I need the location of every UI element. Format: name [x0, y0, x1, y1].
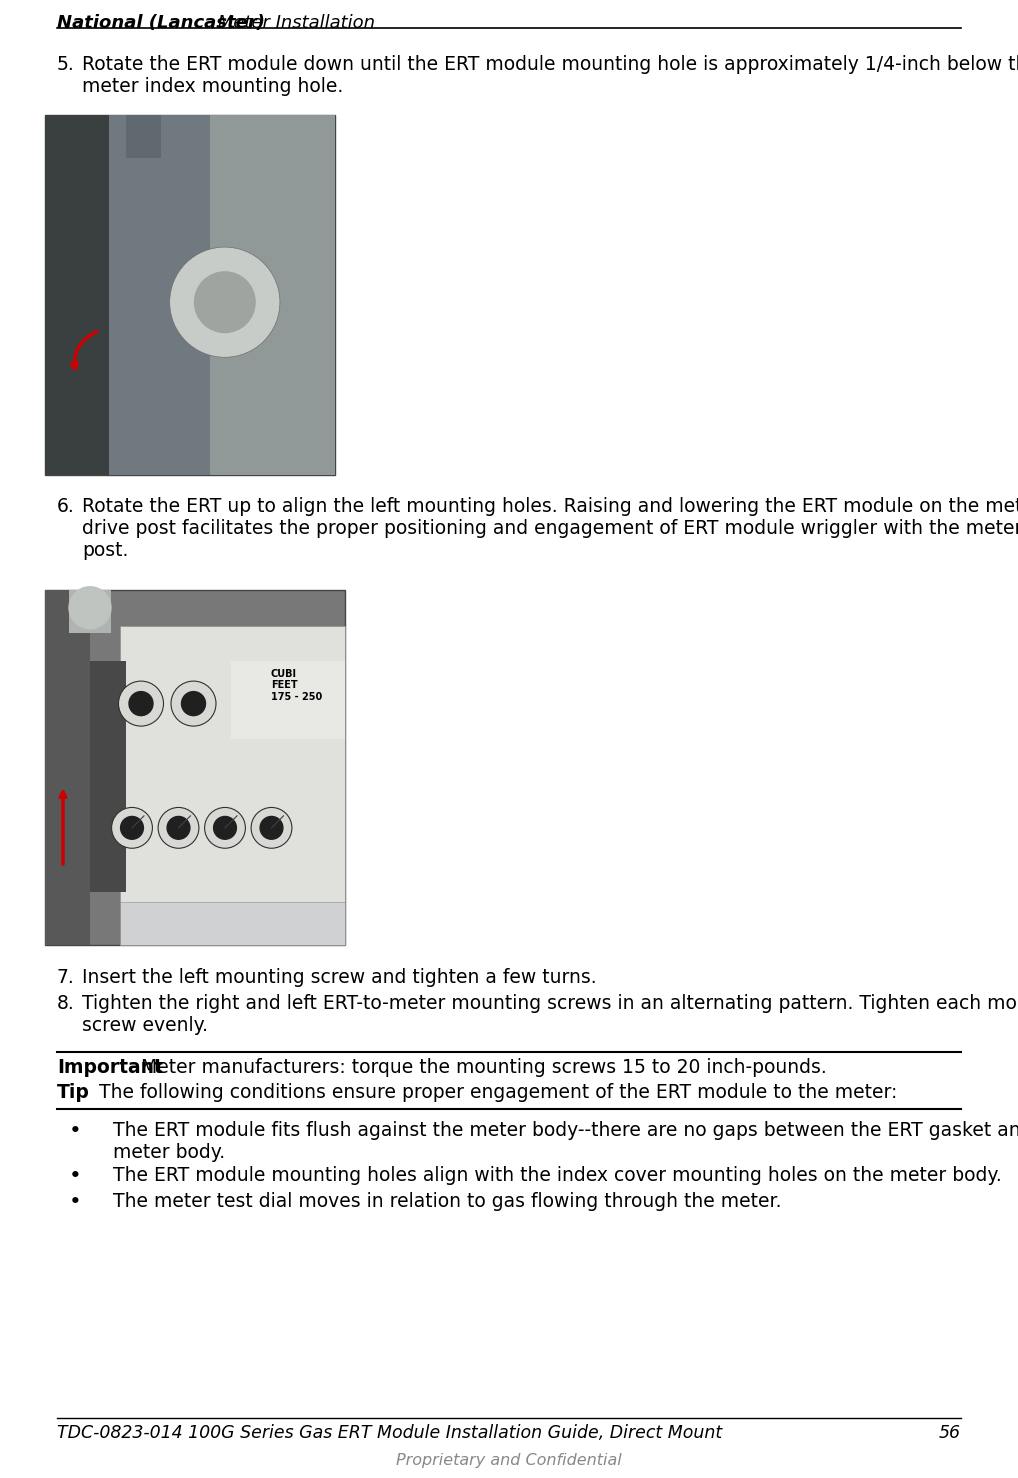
Circle shape: [118, 681, 164, 726]
Text: The ERT module mounting holes align with the index cover mounting holes on the m: The ERT module mounting holes align with…: [89, 1166, 1002, 1185]
Text: 6.: 6.: [57, 497, 74, 516]
Circle shape: [214, 816, 236, 840]
Text: The ERT module fits flush against the meter body--there are no gaps between the : The ERT module fits flush against the me…: [89, 1120, 1018, 1140]
Bar: [126, 115, 161, 158]
Bar: [69, 590, 111, 633]
Text: 5.: 5.: [57, 55, 74, 74]
Bar: [45, 115, 109, 474]
Text: meter index mounting hole.: meter index mounting hole.: [82, 77, 343, 96]
Bar: [231, 661, 345, 739]
Text: post.: post.: [82, 541, 128, 560]
Circle shape: [170, 247, 280, 358]
Text: Meter manufacturers: torque the mounting screws 15 to 20 inch-pounds.: Meter manufacturers: torque the mounting…: [129, 1058, 827, 1077]
Text: •: •: [69, 1191, 81, 1212]
Text: Proprietary and Confidential: Proprietary and Confidential: [396, 1453, 622, 1468]
Text: The meter test dial moves in relation to gas flowing through the meter.: The meter test dial moves in relation to…: [89, 1191, 782, 1210]
Circle shape: [112, 807, 153, 848]
Text: •: •: [69, 1120, 81, 1141]
Text: National (Lancaster): National (Lancaster): [57, 13, 265, 33]
Text: 8.: 8.: [57, 995, 74, 1012]
Circle shape: [181, 692, 206, 715]
Circle shape: [251, 807, 292, 848]
Text: Insert the left mounting screw and tighten a few turns.: Insert the left mounting screw and tight…: [82, 968, 597, 987]
Bar: [90, 661, 126, 891]
Bar: [120, 625, 345, 944]
Text: Rotate the ERT module down until the ERT module mounting hole is approximately 1: Rotate the ERT module down until the ERT…: [82, 55, 1018, 74]
Text: 56: 56: [939, 1423, 961, 1443]
Text: Rotate the ERT up to align the left mounting holes. Raising and lowering the ERT: Rotate the ERT up to align the left moun…: [82, 497, 1018, 516]
Circle shape: [171, 681, 216, 726]
Text: TDC-0823-014 100G Series Gas ERT Module Installation Guide, Direct Mount: TDC-0823-014 100G Series Gas ERT Module …: [57, 1423, 722, 1443]
Text: drive post facilitates the proper positioning and engagement of ERT module wrigg: drive post facilitates the proper positi…: [82, 519, 1018, 538]
Bar: [45, 590, 90, 944]
Text: screw evenly.: screw evenly.: [82, 1015, 208, 1035]
Text: meter body.: meter body.: [89, 1142, 225, 1162]
Circle shape: [205, 807, 245, 848]
Text: Important: Important: [57, 1058, 163, 1077]
Bar: [45, 115, 335, 474]
Circle shape: [129, 692, 153, 715]
Text: 7.: 7.: [57, 968, 74, 987]
Bar: [211, 115, 335, 474]
Circle shape: [261, 816, 283, 840]
Text: The following conditions ensure proper engagement of the ERT module to the meter: The following conditions ensure proper e…: [87, 1083, 898, 1103]
Circle shape: [194, 272, 256, 333]
Bar: [120, 903, 345, 944]
Bar: [109, 115, 211, 474]
Circle shape: [120, 816, 144, 840]
Bar: [45, 590, 345, 944]
Text: •: •: [69, 1166, 81, 1185]
Text: CUBI
FEET
175 - 250: CUBI FEET 175 - 250: [271, 670, 322, 702]
Circle shape: [69, 587, 111, 628]
Text: Tighten the right and left ERT-to-meter mounting screws in an alternating patter: Tighten the right and left ERT-to-meter …: [82, 995, 1018, 1012]
Circle shape: [158, 807, 199, 848]
Text: Meter Installation: Meter Installation: [212, 13, 375, 33]
Text: Tip: Tip: [57, 1083, 90, 1103]
Circle shape: [167, 816, 190, 840]
